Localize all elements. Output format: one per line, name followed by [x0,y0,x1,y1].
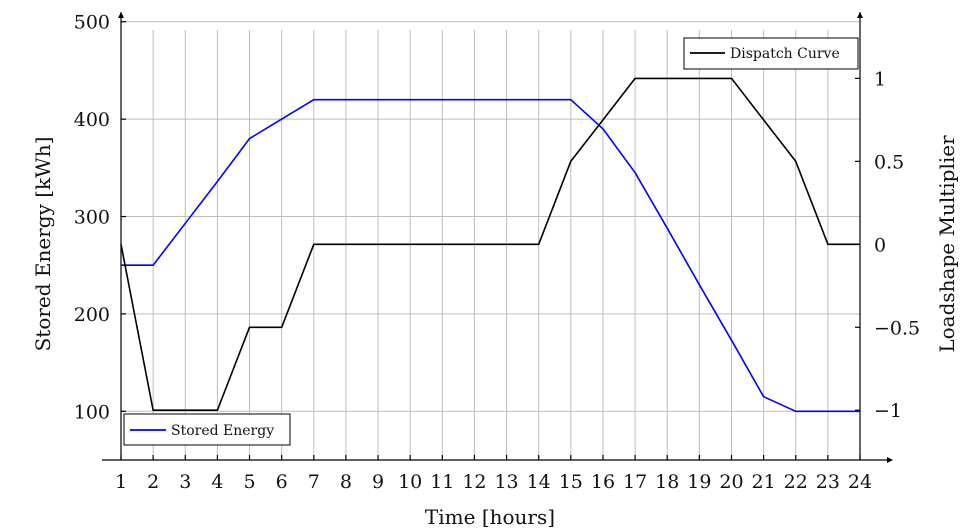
x-tick-label: 2 [147,471,159,493]
y-left-tick-label: 200 [74,304,110,326]
x-tick-label: 7 [308,471,320,493]
y-right-tick-label: 0 [874,234,886,256]
x-tick-label: 18 [655,471,679,493]
x-tick-label: 1 [115,471,127,493]
x-tick-label: 12 [462,471,486,493]
y-right-tick-label: 0.5 [874,151,904,173]
x-tick-label: 19 [687,471,711,493]
x-tick-label: 8 [340,471,352,493]
series-layer [120,77,860,413]
y-left-tick-label: 300 [74,207,110,229]
grid [120,21,861,460]
y-left-tick-label: 500 [74,12,110,34]
x-tick-label: 17 [623,471,647,493]
x-tick-label: 4 [211,471,223,493]
x-tick-label: 9 [372,471,384,493]
legend-label-stored-energy: Stored Energy [171,423,274,439]
x-tick-label: 24 [848,471,872,493]
y-axis-left-label: Stored Energy [kWh] [31,137,55,352]
x-axis-arrow [887,457,893,463]
x-tick-label: 20 [719,471,743,493]
x-tick-label: 21 [752,471,776,493]
legend-dispatch-curve: Dispatch Curve [683,37,859,70]
x-tick-label: 22 [784,471,808,493]
x-tick-label: 13 [494,471,518,493]
legend-label-dispatch-curve: Dispatch Curve [730,46,840,62]
y-axis-left-arrow [118,12,124,18]
x-tick-label: 10 [398,471,422,493]
x-tick-label: 6 [276,471,288,493]
x-tick-label: 23 [816,471,840,493]
x-tick-label: 15 [559,471,583,493]
y-right-tick-label: −0.5 [874,317,920,339]
x-tick-label: 5 [243,471,255,493]
y-right-tick-label: −1 [874,400,902,422]
legend-stored-energy: Stored Energy [123,413,291,446]
y-axis-right-arrow [857,12,863,18]
x-tick-label: 14 [527,471,551,493]
series-line-stored-energy [121,98,860,413]
axes [102,12,893,463]
x-tick-label: 3 [179,471,191,493]
y-left-tick-label: 400 [74,109,110,131]
y-left-tick-label: 100 [74,401,110,423]
tick-labels: 1 2 3 4 5 6 7 8 9 10 11 12 13 14 15 16 17 18 19 20 21 22 23 241… [74,12,920,493]
x-tick-label: 11 [430,471,454,493]
x-axis-label: Time [hours] [425,505,555,529]
series-line-dispatch-curve [120,77,860,412]
y-axis-right-label: Loadshape Multiplier [935,135,959,353]
y-right-tick-label: 1 [874,68,886,90]
x-tick-label: 16 [591,471,615,493]
